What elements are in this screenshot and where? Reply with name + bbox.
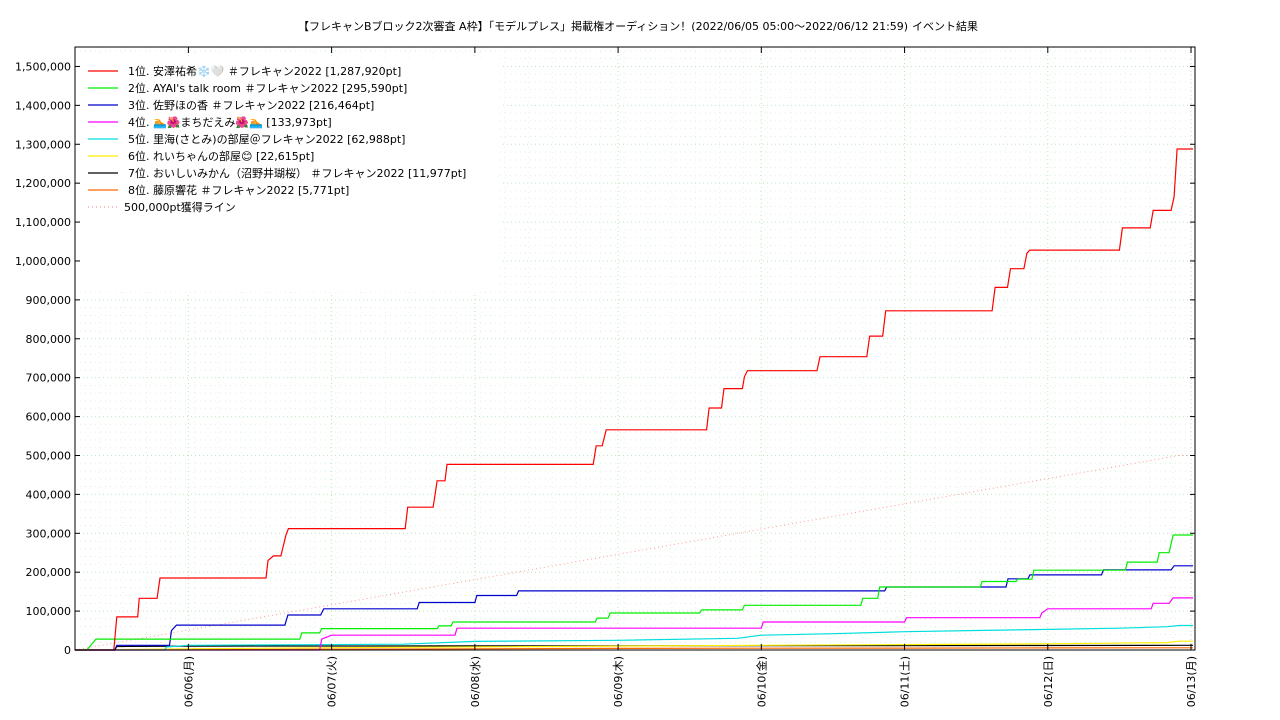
legend-label: 4位. 🏊🌺まちだえみ🌺🏊 [133,973pt] <box>128 115 332 129</box>
y-tick-label: 300,000 <box>26 527 72 540</box>
x-axis: 06/06(月) 06/07(火) 06/08(水) 06/09(木) 06/10(金)… <box>182 47 1198 707</box>
y-tick-label: 1,500,000 <box>15 60 71 73</box>
series-line <box>74 455 1193 651</box>
chart-title: 【フレキャンBブロック2次審査 A枠】「モデルプレス」掲載権オーディション！(2… <box>298 19 908 33</box>
x-tick-label: 06/06(月) <box>182 656 195 707</box>
y-tick-label: 700,000 <box>26 372 72 385</box>
y-tick-label: 0 <box>64 644 71 657</box>
legend-label: 8位. 藤原響花 ＃フレキャン2022 [5,771pt] <box>128 183 349 197</box>
y-tick-label: 1,200,000 <box>15 177 71 190</box>
series-line <box>75 597 1193 651</box>
x-tick-label: 06/09(木) <box>612 656 625 707</box>
x-tick-label: 06/11(土) <box>899 656 912 707</box>
legend-label: 5位. 里海(さとみ)の部屋＠フレキャン2022 [62,988pt] <box>128 132 405 146</box>
y-tick-label: 900,000 <box>26 294 72 307</box>
legend-label: 1位. 安澤祐希❄️🤍 ＃フレキャン2022 [1,287,920pt] <box>128 64 401 78</box>
y-tick-label: 100,000 <box>26 605 72 618</box>
legend-label: 2位. AYAI's talk room ＃フレキャン2022 [295,590… <box>128 81 407 95</box>
y-tick-label: 1,000,000 <box>15 255 71 268</box>
legend: 1位. 安澤祐希❄️🤍 ＃フレキャン2022 [1,287,920pt] 2位. … <box>88 64 466 214</box>
y-tick-label: 1,100,000 <box>15 216 71 229</box>
series-line <box>75 534 1193 651</box>
series-line <box>75 624 1193 651</box>
chart-subtitle: イベント結果 <box>912 19 978 33</box>
y-tick-label: 400,000 <box>26 488 72 501</box>
y-tick-label: 200,000 <box>26 566 72 579</box>
y-axis: 0 100,000 200,000 300,000 400,000 500,000 600,… <box>15 60 1195 657</box>
series-line <box>75 148 1193 651</box>
y-tick-label: 1,400,000 <box>15 99 71 112</box>
x-tick-label: 06/10(金) <box>754 656 768 707</box>
y-tick-label: 800,000 <box>26 333 72 346</box>
x-tick-label: 06/07(火) <box>326 656 339 707</box>
x-tick-label: 06/08(水) <box>469 656 482 707</box>
plot-frame <box>74 46 1196 651</box>
series-line <box>75 565 1193 651</box>
y-tick-label: 600,000 <box>26 411 72 424</box>
legend-label: 3位. 佐野ほの香 ＃フレキャン2022 [216,464pt] <box>128 98 374 112</box>
y-tick-label: 1,300,000 <box>15 138 71 151</box>
legend-label: 7位. おいしいみかん（沼野井瑚桜） ＃フレキャン2022 [11,977pt] <box>128 166 466 180</box>
x-tick-label: 06/12(日) <box>1042 656 1055 707</box>
grid <box>74 47 1195 650</box>
x-tick-label: 06/13(月) <box>1185 656 1198 707</box>
legend-label: 6位. れいちゃんの部屋😊 [22,615pt] <box>128 149 314 163</box>
legend-box <box>80 58 500 292</box>
y-tick-label: 500,000 <box>26 449 72 462</box>
legend-label: 500,000pt獲得ライン <box>124 201 236 214</box>
